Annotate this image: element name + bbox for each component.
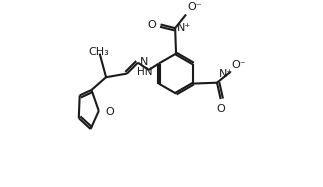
Text: HN: HN <box>137 67 153 77</box>
Text: N⁺: N⁺ <box>177 23 192 33</box>
Text: O⁻: O⁻ <box>187 2 202 12</box>
Text: O: O <box>216 104 225 114</box>
Text: O: O <box>105 107 114 117</box>
Text: O: O <box>148 19 157 30</box>
Text: N⁺: N⁺ <box>219 69 234 79</box>
Text: CH₃: CH₃ <box>89 47 109 57</box>
Text: O⁻: O⁻ <box>232 60 246 70</box>
Text: N: N <box>140 57 149 67</box>
